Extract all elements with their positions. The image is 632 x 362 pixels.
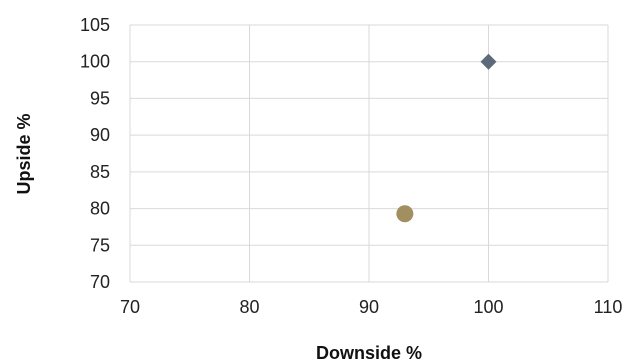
tick-labels: 70 75 80 85 90 95 100 105 70 80 90 100 110 bbox=[80, 15, 622, 317]
x-axis-title: Downside % bbox=[316, 343, 422, 362]
y-axis-title: Upside % bbox=[14, 113, 34, 194]
diamond-point bbox=[480, 53, 497, 70]
y-tick-label: 100 bbox=[80, 52, 110, 72]
x-tick-label: 90 bbox=[359, 297, 379, 317]
x-tick-label: 70 bbox=[120, 297, 140, 317]
y-tick-label: 80 bbox=[90, 199, 110, 219]
x-tick-label: 80 bbox=[239, 297, 259, 317]
x-tick-label: 100 bbox=[473, 297, 503, 317]
y-tick-label: 75 bbox=[90, 235, 110, 255]
y-tick-label: 105 bbox=[80, 15, 110, 35]
data-points bbox=[396, 53, 497, 223]
y-tick-label: 70 bbox=[90, 272, 110, 292]
gridlines bbox=[129, 24, 609, 283]
circle-point bbox=[396, 205, 414, 223]
y-tick-label: 90 bbox=[90, 125, 110, 145]
y-tick-label: 85 bbox=[90, 162, 110, 182]
y-tick-label: 95 bbox=[90, 88, 110, 108]
x-tick-label: 110 bbox=[594, 297, 623, 317]
